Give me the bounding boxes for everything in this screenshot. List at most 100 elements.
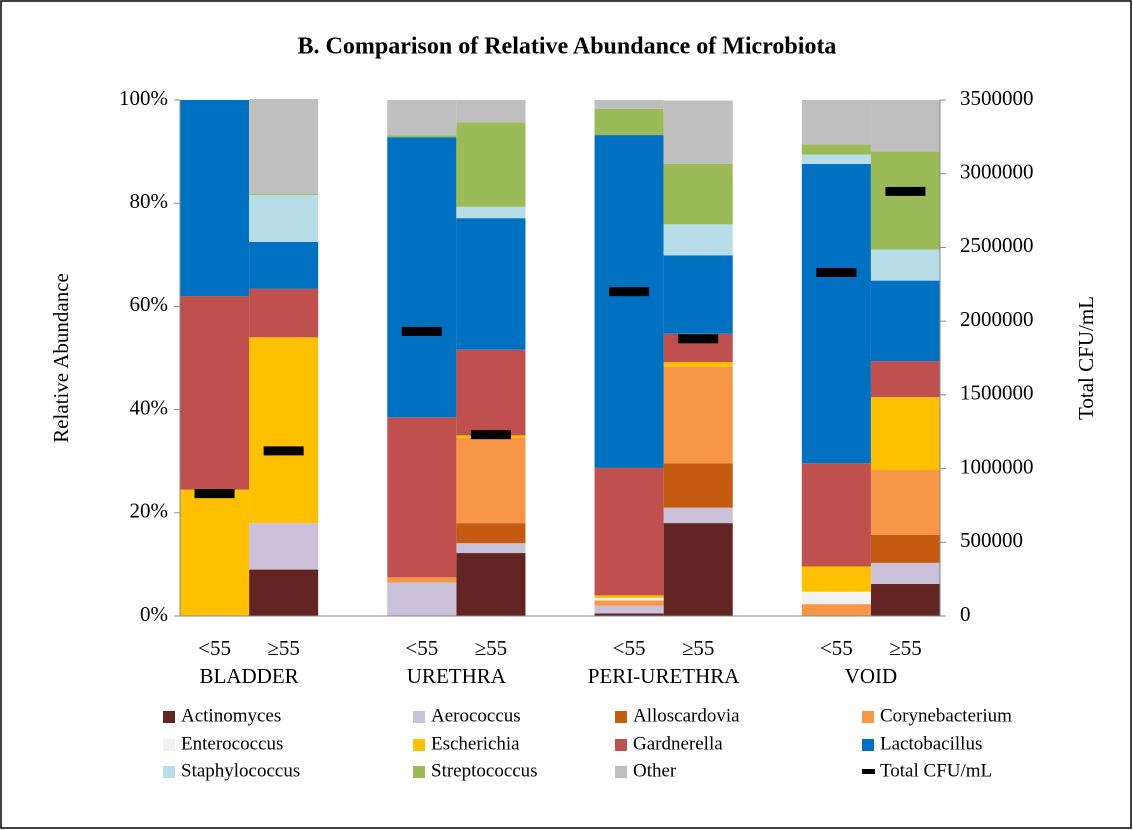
legend-swatch	[862, 769, 875, 774]
y2-tick-label: 3500000	[960, 86, 1034, 110]
x-tick-label: <55	[198, 636, 231, 660]
y-tick-label: 20%	[130, 499, 169, 523]
bar-segment	[801, 566, 871, 592]
x-tick-label: ≥55	[475, 636, 508, 660]
bar-segment	[387, 582, 457, 616]
bar-segment	[870, 397, 940, 470]
y-tick-label: 0%	[140, 602, 168, 626]
bar-segment	[456, 100, 526, 123]
bar-segment	[870, 151, 940, 250]
y-tick-label: 40%	[130, 395, 169, 419]
bar-segment	[594, 135, 664, 468]
y2-tick-label: 2000000	[960, 307, 1034, 331]
bar-segment	[594, 100, 664, 109]
bar-segment	[387, 135, 457, 138]
total-marker	[470, 430, 511, 440]
legend-label: Aerococcus	[431, 705, 521, 726]
legend-swatch	[163, 766, 175, 778]
bar-segment	[801, 604, 871, 616]
bar-segment	[663, 255, 733, 334]
bar-segment	[801, 463, 871, 567]
bar-segment	[870, 534, 940, 563]
y2-tick-label: 0	[960, 602, 971, 626]
x-tick-label: ≥55	[889, 636, 922, 660]
bar-segment	[456, 218, 526, 350]
legend-swatch	[862, 711, 874, 723]
legend-label: Staphylococcus	[181, 760, 300, 781]
bar-segment	[663, 463, 733, 508]
bar-segment	[456, 543, 526, 554]
legend-swatch	[615, 766, 627, 778]
bar-segment	[456, 349, 526, 436]
legend-label: Enterococcus	[181, 733, 283, 754]
x-tick-label: <55	[405, 636, 438, 660]
y2-tick-label: 1500000	[960, 381, 1034, 405]
bar-segment	[870, 361, 940, 398]
bar-segment	[180, 296, 250, 490]
bar-segment	[801, 144, 871, 155]
x-tick-label: ≥55	[267, 636, 300, 660]
group-label: PERI-URETHRA	[588, 664, 741, 688]
bar-segment	[249, 193, 319, 195]
bar-segment	[456, 206, 526, 219]
bar-segment	[180, 100, 250, 297]
total-marker	[609, 287, 650, 297]
bar-segment	[663, 366, 733, 464]
y2-tick-label: 3000000	[960, 160, 1034, 184]
bar-segment	[594, 613, 664, 616]
y2-tick-label: 500000	[960, 528, 1023, 552]
y2-tick-label: 2500000	[960, 233, 1034, 257]
legend-swatch	[413, 766, 425, 778]
bar-segment	[801, 591, 871, 605]
bar-segment	[663, 523, 733, 616]
total-marker	[194, 489, 235, 499]
bar-segment	[249, 98, 319, 194]
x-tick-label: <55	[613, 636, 646, 660]
bar-segment	[387, 577, 457, 583]
bar-segment	[870, 584, 940, 616]
total-marker	[885, 186, 926, 196]
group-label: VOID	[845, 664, 898, 688]
bar-segment	[801, 154, 871, 164]
x-tick-label: <55	[820, 636, 853, 660]
bar-segment	[249, 241, 319, 289]
total-marker	[816, 267, 857, 277]
y2-tick-label: 1000000	[960, 454, 1034, 478]
group-label: URETHRA	[407, 664, 507, 688]
bar-segment	[663, 100, 733, 164]
legend-label: Streptococcus	[431, 760, 538, 781]
bar-segment	[594, 600, 664, 606]
y-tick-label: 100%	[119, 86, 168, 110]
bar-segment	[663, 163, 733, 225]
bar-segment	[801, 163, 871, 464]
legend-swatch	[413, 711, 425, 723]
bar-segment	[456, 523, 526, 544]
bar-segment	[456, 437, 526, 524]
bar-segment	[663, 362, 733, 367]
legend-label: Alloscardovia	[633, 705, 740, 726]
bar-segment	[594, 108, 664, 136]
bar-segment	[387, 100, 457, 136]
bar-segment	[594, 467, 664, 596]
chart-title: B. Comparison of Relative Abundance of M…	[298, 34, 837, 60]
bar-segment	[663, 507, 733, 524]
legend-swatch	[163, 739, 175, 751]
bar-segment	[870, 469, 940, 535]
bar-segment	[387, 417, 457, 578]
bar-segment	[594, 595, 664, 598]
bar-segment	[594, 597, 664, 601]
group-label: BLADDER	[200, 664, 299, 688]
legend-swatch	[615, 739, 627, 751]
bar-segment	[663, 224, 733, 256]
total-marker	[401, 326, 442, 336]
bar-segment	[594, 605, 664, 614]
bar-segment	[387, 137, 457, 418]
bar-segment	[456, 122, 526, 207]
bar-segment	[801, 100, 871, 145]
legend-label: Total CFU/mL	[880, 760, 992, 781]
bar-segment	[249, 194, 319, 242]
legend-swatch	[862, 739, 874, 751]
bar-segment	[180, 489, 250, 616]
